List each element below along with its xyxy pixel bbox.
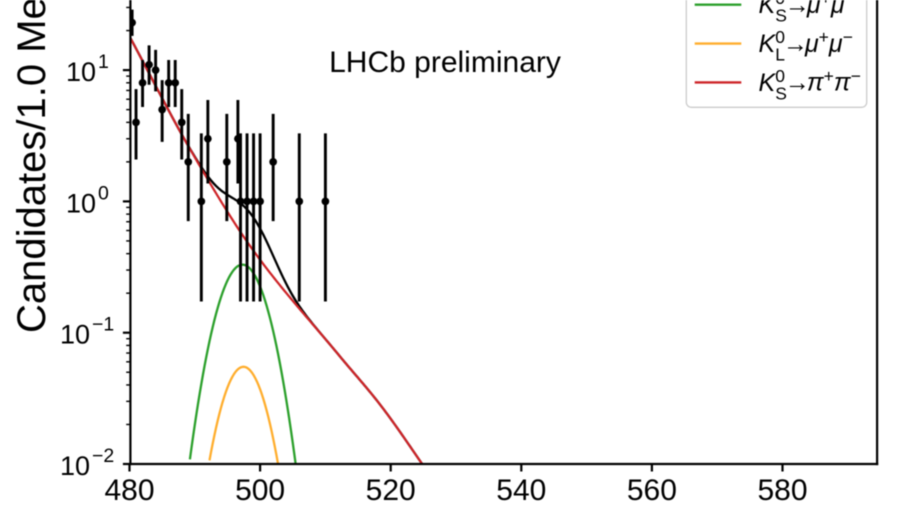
svg-text:−2: −2 [92,445,114,467]
svg-text:500: 500 [235,474,285,507]
svg-text:560: 560 [627,474,677,507]
svg-text:K0S→π+π−: K0 S→π+π− [759,66,861,104]
svg-text:0: 0 [98,182,109,204]
svg-text:480: 480 [104,474,154,507]
svg-text:1: 1 [98,51,109,73]
svg-text:K0S→μ+μ−: K0S→μ+μ− [759,0,855,26]
svg-text:10: 10 [60,320,90,350]
svg-text:−1: −1 [92,314,114,336]
svg-text:Candidates/1.0 MeV: Candidates/1.0 MeV [10,0,54,333]
svg-text:LHCb preliminary: LHCb preliminary [329,46,561,79]
svg-text:520: 520 [366,474,416,507]
svg-text:540: 540 [496,474,546,507]
svg-text:10: 10 [66,188,96,218]
svg-text:10: 10 [60,451,90,481]
svg-text:10: 10 [66,57,96,87]
svg-text:580: 580 [757,474,807,507]
svg-text:K0L→μ+μ−: K0 L→μ+μ− [759,27,853,65]
